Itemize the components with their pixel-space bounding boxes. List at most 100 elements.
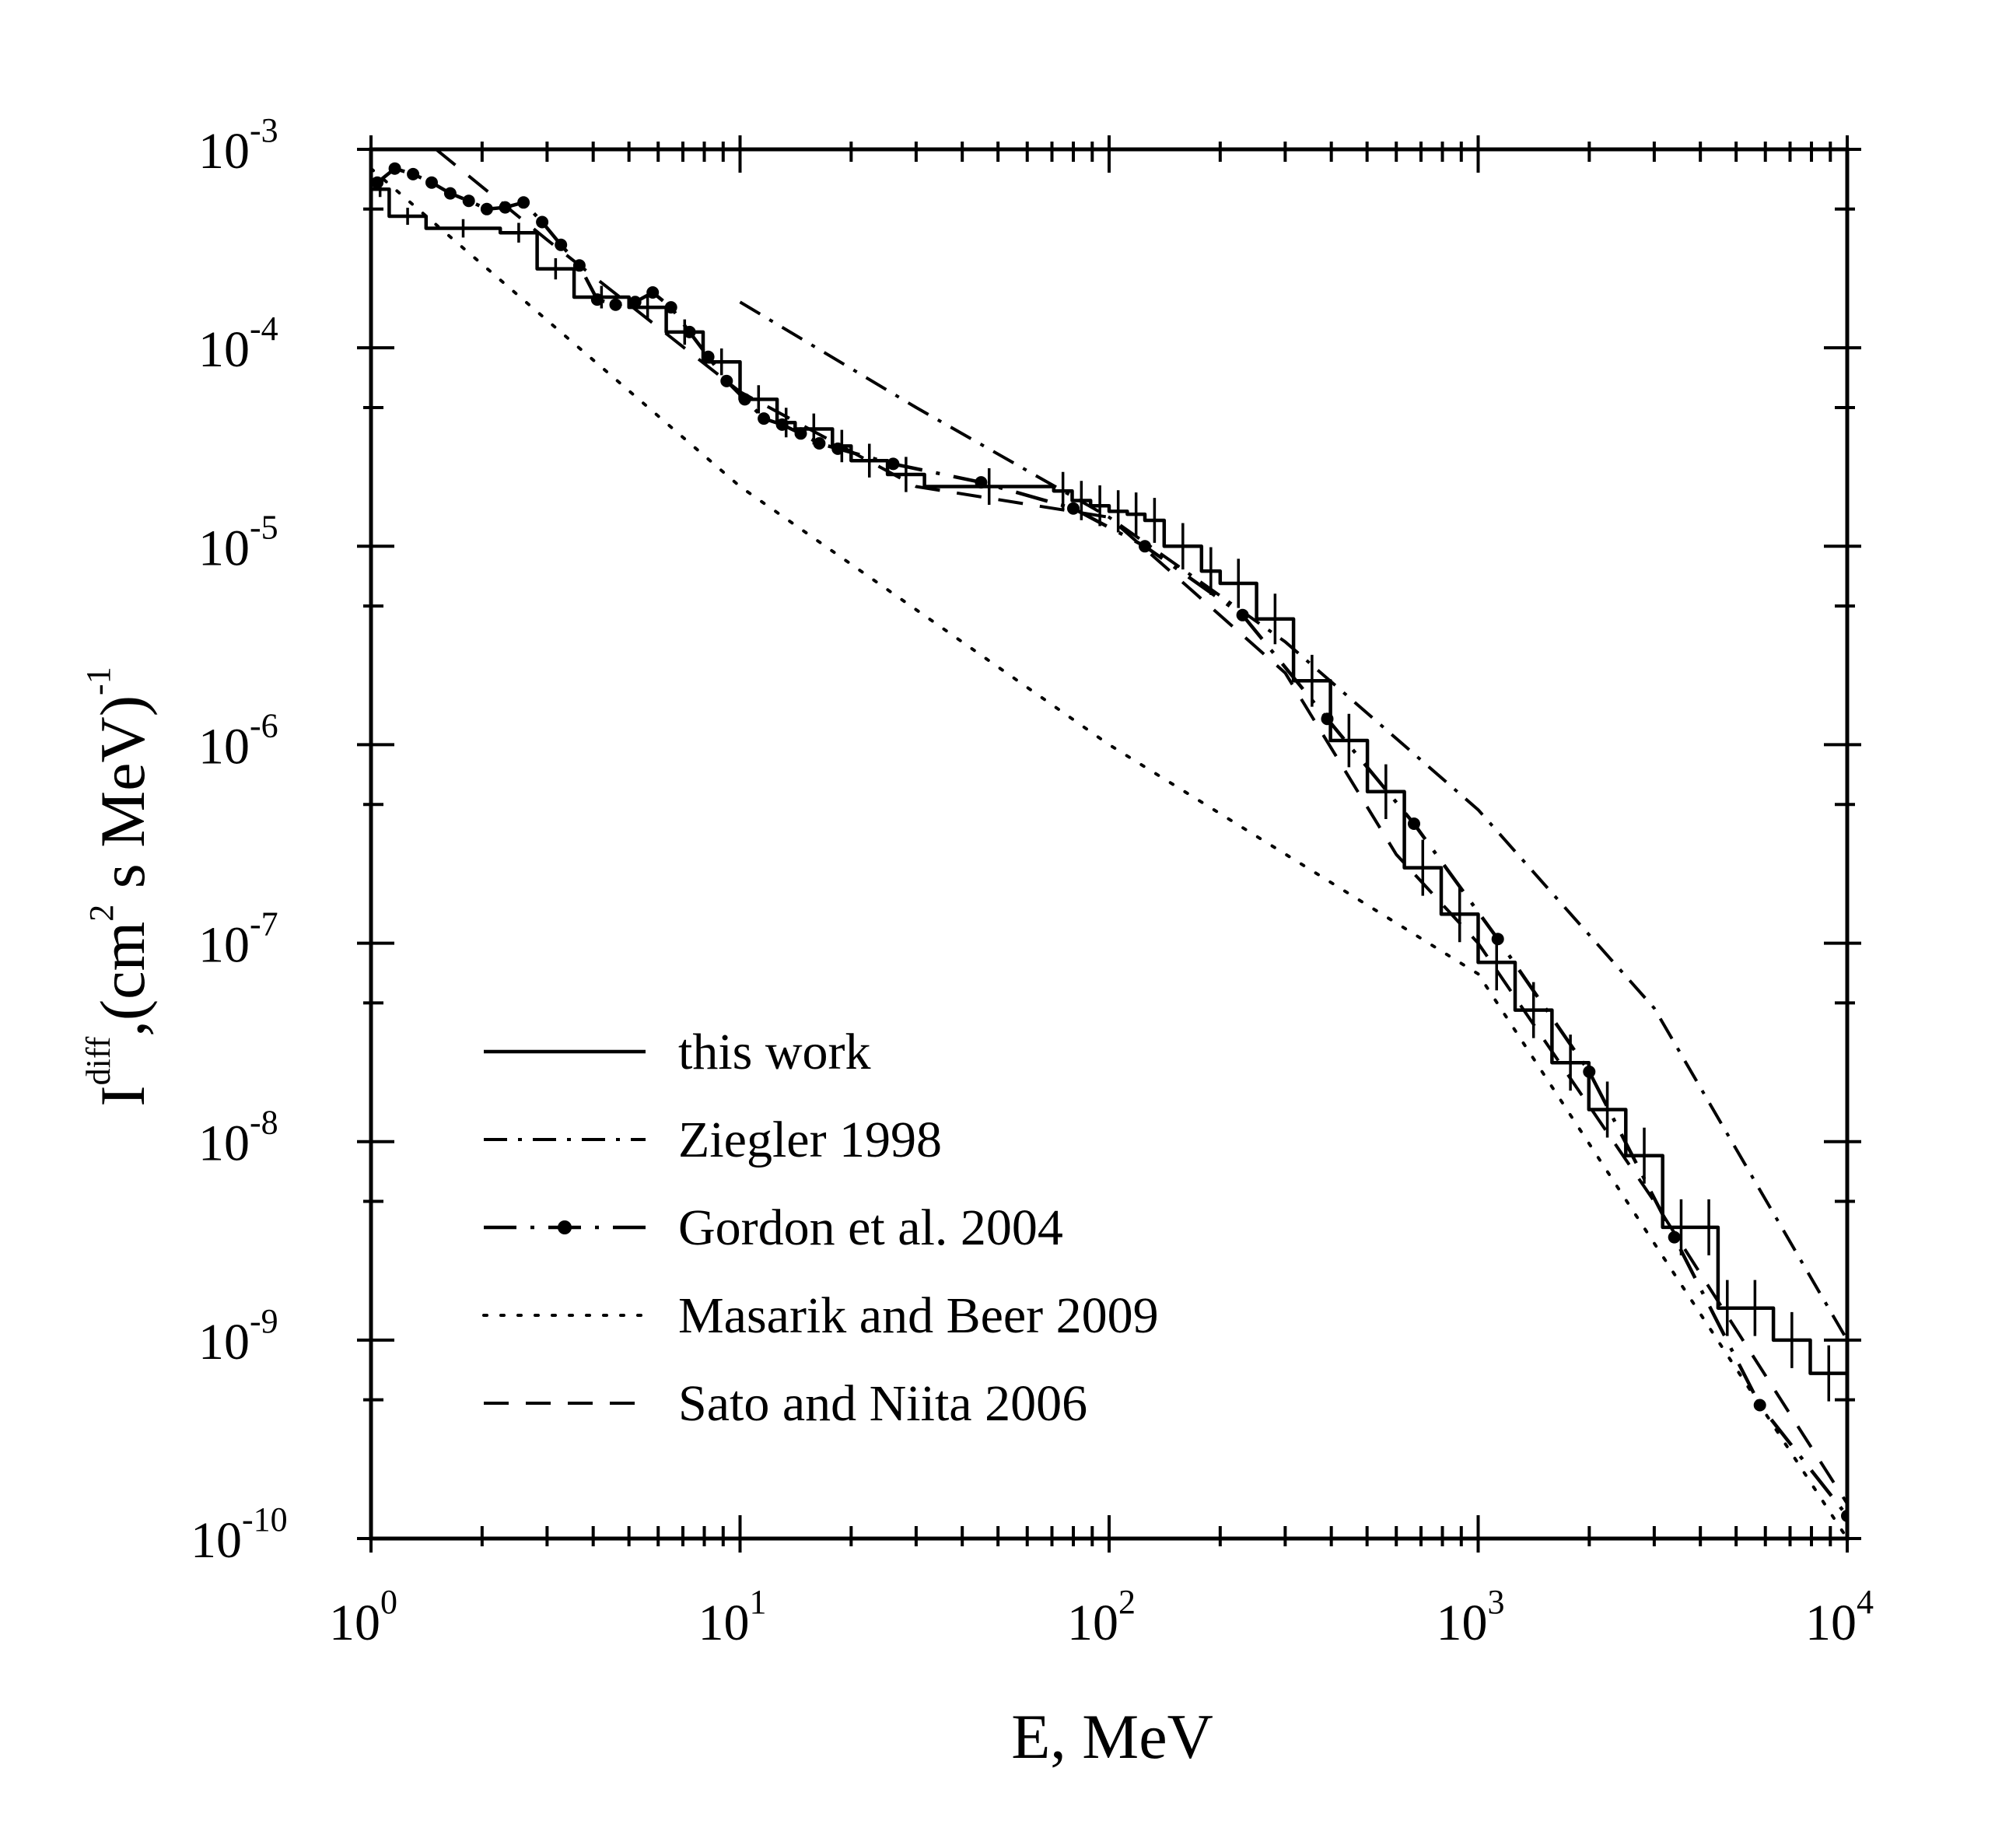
- error-bar: [550, 258, 562, 280]
- data-point: [1583, 1065, 1596, 1078]
- error-bar: [1343, 713, 1355, 768]
- axis-ticks: 100 101 102 103 104 10-3 10-4 10-5 10-6 10-7 10-8 1…: [191, 111, 1874, 1651]
- legend-label: Ziegler 1998: [678, 1112, 942, 1168]
- error-bar: [1639, 1127, 1650, 1184]
- data-point: [517, 196, 530, 209]
- data-point: [1139, 540, 1151, 553]
- data-point: [664, 301, 677, 314]
- y-tick-label: 10-7: [198, 905, 278, 974]
- y-title-units-sup: 2: [82, 905, 121, 922]
- data-point: [1321, 712, 1334, 726]
- y-tick-label: 10-8: [198, 1104, 278, 1172]
- error-bar: [1057, 471, 1069, 510]
- legend-label: Gordon et al. 2004: [678, 1199, 1063, 1256]
- data-point: [628, 296, 642, 309]
- x-tick-label: 104: [1805, 1583, 1874, 1651]
- legend: this work Ziegler 1998 Gordon et al. 2004 M…: [482, 1024, 1159, 1432]
- series-line-this-work: [371, 187, 1847, 1520]
- error-bar: [1786, 1311, 1797, 1368]
- series-masarik-and-beer-2009: [371, 166, 1847, 1539]
- y-tick-label: 10-9: [198, 1302, 278, 1371]
- y-title-units-mid: s MeV): [87, 695, 158, 905]
- series-layer: [371, 149, 1847, 1539]
- series-line-sato-and-niita-2006: [435, 149, 1847, 1505]
- data-point: [1753, 1399, 1766, 1412]
- legend-label: Masarik and Beer 2009: [678, 1287, 1159, 1344]
- data-point: [536, 215, 549, 229]
- error-bar: [1269, 593, 1281, 645]
- data-point: [555, 238, 568, 251]
- error-bar: [1417, 839, 1429, 896]
- error-bar: [753, 385, 765, 414]
- y-axis-title: Idiff,(cm2 s MeV)-1: [79, 667, 158, 1106]
- data-point: [1408, 817, 1420, 830]
- data-point: [702, 350, 715, 363]
- data-point: [1491, 933, 1504, 946]
- error-bar: [716, 348, 727, 376]
- y-tick-label: 10-5: [198, 508, 278, 576]
- legend-item-ziegler-1998: Ziegler 1998: [484, 1112, 942, 1168]
- data-point: [775, 418, 789, 431]
- data-point: [1668, 1231, 1681, 1244]
- error-bar: [1306, 654, 1318, 707]
- error-bar: [1130, 492, 1142, 537]
- data-point: [1067, 502, 1080, 515]
- data-point: [794, 427, 807, 440]
- series-ziegler-1998: [739, 300, 1847, 1341]
- data-point: [480, 202, 493, 215]
- x-tick-label: 100: [329, 1583, 397, 1651]
- data-point: [683, 325, 696, 338]
- data-point: [462, 194, 475, 208]
- data-point: [758, 412, 771, 425]
- y-title-units-open: (cm: [87, 922, 158, 1021]
- data-point: [720, 374, 733, 387]
- data-point: [975, 476, 988, 489]
- data-point: [443, 187, 457, 200]
- error-bar: [457, 219, 469, 238]
- error-bar: [1703, 1199, 1715, 1255]
- y-tick-label: 10-10: [191, 1500, 288, 1569]
- error-bar: [1112, 490, 1124, 533]
- data-point: [1236, 608, 1249, 621]
- error-bar: [1601, 1081, 1613, 1138]
- series-line-masarik-and-beer-2009: [371, 166, 1847, 1539]
- legend-marker: [558, 1220, 572, 1234]
- error-bar: [1177, 523, 1188, 570]
- legend-item-this-work: this work: [484, 1024, 871, 1080]
- y-tick-label: 10-4: [198, 310, 278, 378]
- data-point: [407, 167, 420, 180]
- series-line-ziegler-1998: [739, 300, 1847, 1341]
- x-tick-label: 101: [698, 1583, 767, 1651]
- error-bar: [1454, 886, 1465, 943]
- error-bar: [900, 457, 912, 492]
- error-bar: [863, 443, 875, 478]
- y-title-superscript: diff: [79, 1036, 117, 1085]
- error-bar: [1675, 1199, 1687, 1255]
- svg-text:Idiff,(cm2 s MeV)-1: Idiff,(cm2 s MeV)-1: [79, 667, 158, 1106]
- data-point: [371, 176, 384, 189]
- data-point: [609, 298, 622, 311]
- legend-label: Sato and Niita 2006: [678, 1375, 1087, 1432]
- error-bar: [1205, 547, 1216, 595]
- error-bar: [1380, 764, 1391, 819]
- series-line-gordon-et-al-2004: [376, 166, 1847, 1518]
- error-bar: [1149, 498, 1160, 543]
- error-bar: [513, 222, 524, 243]
- data-point: [388, 162, 401, 175]
- legend-item-masarik-and-beer-2009: Masarik and Beer 2009: [482, 1287, 1159, 1344]
- error-bar: [1823, 1345, 1835, 1402]
- series-gordon-et-al-2004: [371, 162, 1847, 1522]
- error-bar: [402, 208, 414, 225]
- y-title-symbol: I: [87, 1085, 158, 1106]
- data-point: [887, 457, 900, 471]
- data-point: [590, 293, 604, 306]
- y-title-units-exp: -1: [79, 667, 117, 695]
- error-bar: [642, 295, 653, 320]
- error-bar: [1749, 1280, 1761, 1336]
- data-point: [425, 176, 438, 189]
- error-bar: [1233, 558, 1244, 608]
- x-tick-label: 103: [1437, 1583, 1505, 1651]
- data-point: [831, 442, 845, 455]
- legend-label: this work: [678, 1024, 871, 1080]
